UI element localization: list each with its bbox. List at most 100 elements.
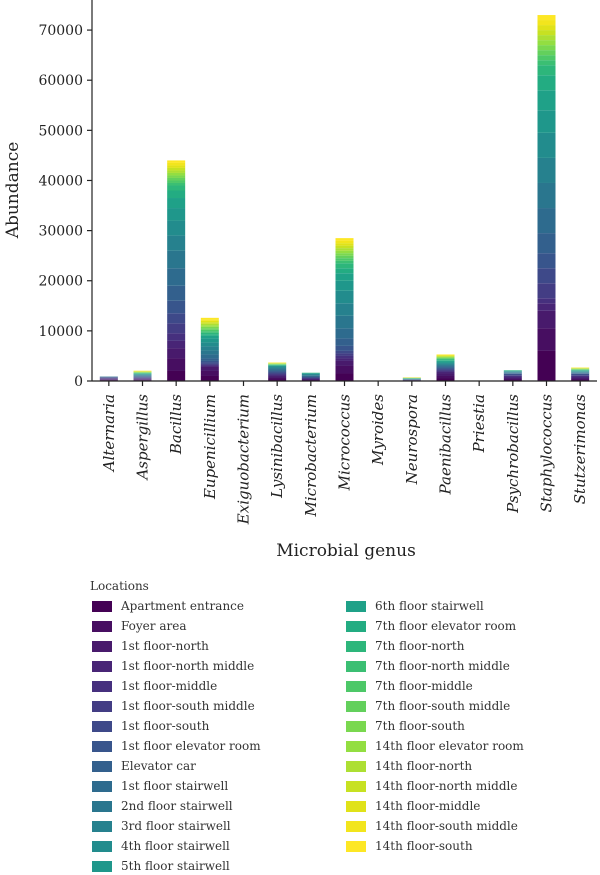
x-tick-label: Neurospora (403, 394, 421, 485)
bar-segment (133, 375, 152, 376)
bar-segment (335, 353, 354, 356)
bar-segment (503, 375, 522, 376)
bar-segment (537, 132, 556, 158)
bar-segment (133, 376, 152, 377)
bar-segment (436, 365, 455, 367)
bar-segment (268, 368, 287, 370)
legend-swatch (92, 641, 112, 652)
bar-segment (167, 182, 186, 186)
bar-segment (571, 377, 590, 379)
bar-segment (200, 342, 219, 347)
legend-swatch (92, 821, 112, 832)
x-tick-label: Priestia (470, 394, 488, 453)
bar-segment (436, 355, 455, 356)
y-tick-label: 50000 (38, 123, 83, 139)
x-tick-label: Aspergillus (134, 394, 152, 482)
legend-entry-label: 1st floor-middle (121, 679, 217, 693)
bar-segment (335, 238, 354, 241)
bar-segment (200, 329, 219, 332)
bar-segment (571, 372, 590, 373)
bar-segment (99, 378, 118, 380)
bar-segment (301, 378, 320, 380)
x-tick-label: Alternaria (100, 394, 118, 473)
legend-entry-label: 1st floor-south middle (121, 699, 255, 713)
bar-segment (301, 377, 320, 379)
y-tick-label: 20000 (38, 274, 83, 290)
bar-segment (99, 379, 118, 381)
legend-entry-label: 14th floor-middle (375, 799, 480, 813)
legend-swatch (92, 861, 112, 872)
legend-entry-label: 4th floor stairwell (121, 839, 230, 853)
bar-segment (133, 374, 152, 375)
legend-swatch (92, 741, 112, 752)
bar-segment (301, 373, 320, 374)
bar-segment (436, 362, 455, 364)
bar-segment (537, 90, 556, 111)
bar-segment (335, 260, 354, 264)
bar-segment (200, 320, 219, 323)
bar-segment (167, 198, 186, 209)
x-tick-label: Micrococcus (336, 394, 354, 492)
bar-segment (571, 378, 590, 380)
bar-segment (335, 350, 354, 354)
bar-segment (167, 370, 186, 381)
bar-segment (436, 367, 455, 369)
bar-segment (200, 322, 219, 324)
bar-segment (200, 375, 219, 381)
bar-segment (436, 355, 455, 357)
y-tick-label: 40000 (38, 173, 83, 189)
legend-entry-label: 1st floor stairwell (121, 779, 228, 793)
bar-segment (200, 366, 219, 371)
bar-segment (167, 208, 186, 221)
bar-segment (200, 334, 219, 336)
bar-segment (436, 375, 455, 379)
y-tick-label: 30000 (38, 224, 83, 240)
legend-entry-label: 2nd floor stairwell (121, 799, 233, 813)
bar-segment (133, 374, 152, 376)
bar-segment (537, 283, 556, 299)
x-tick-label: Lysinibacillus (268, 394, 286, 499)
legend-swatch (346, 821, 366, 832)
bar-segment (335, 243, 354, 246)
bar-segment (268, 371, 287, 373)
axes-group: 0 10000 20000 30000 40000 50000 60000 70000 Alte… (38, 0, 597, 525)
bar-segment (301, 379, 320, 380)
bar-segment (200, 319, 219, 321)
bar-segment (167, 285, 186, 301)
bar-segment (167, 185, 186, 191)
legend-swatch (346, 761, 366, 772)
bar-segment (167, 235, 186, 251)
legend-entry-label: 1st floor-north (121, 639, 209, 653)
bar-segment (537, 35, 556, 41)
bar-segment (503, 375, 522, 377)
bar-segment (133, 379, 152, 381)
bar-segment (133, 377, 152, 379)
bar-segment (436, 358, 455, 359)
bar-segment (200, 323, 219, 326)
bar-segment (99, 377, 118, 379)
legend-entry-label: 6th floor stairwell (375, 599, 484, 613)
bar-segment (436, 363, 455, 365)
bar-segment (167, 250, 186, 269)
bar-segment (503, 372, 522, 374)
bar-segment (537, 328, 556, 351)
bar-segment (167, 268, 186, 286)
bar-segment (301, 374, 320, 375)
legend-entry-label: 7th floor-north middle (375, 659, 510, 673)
bar-segment (200, 331, 219, 333)
bar-segment (200, 346, 219, 351)
bar-segment (335, 263, 354, 269)
legend-swatch (346, 701, 366, 712)
bar-segment (537, 60, 556, 66)
bar-segment (167, 172, 186, 176)
bar-segment (133, 379, 152, 380)
legend-entry-label: 14th floor-north middle (375, 779, 517, 793)
bar-segment (167, 180, 186, 183)
y-tick-label: 70000 (38, 23, 83, 39)
legend-entry-label: Apartment entrance (120, 599, 244, 613)
bar-segment (133, 376, 152, 378)
bar-segment (503, 373, 522, 375)
bar-segment (436, 370, 455, 372)
bar-segment (167, 348, 186, 359)
bar-segment (167, 358, 186, 371)
